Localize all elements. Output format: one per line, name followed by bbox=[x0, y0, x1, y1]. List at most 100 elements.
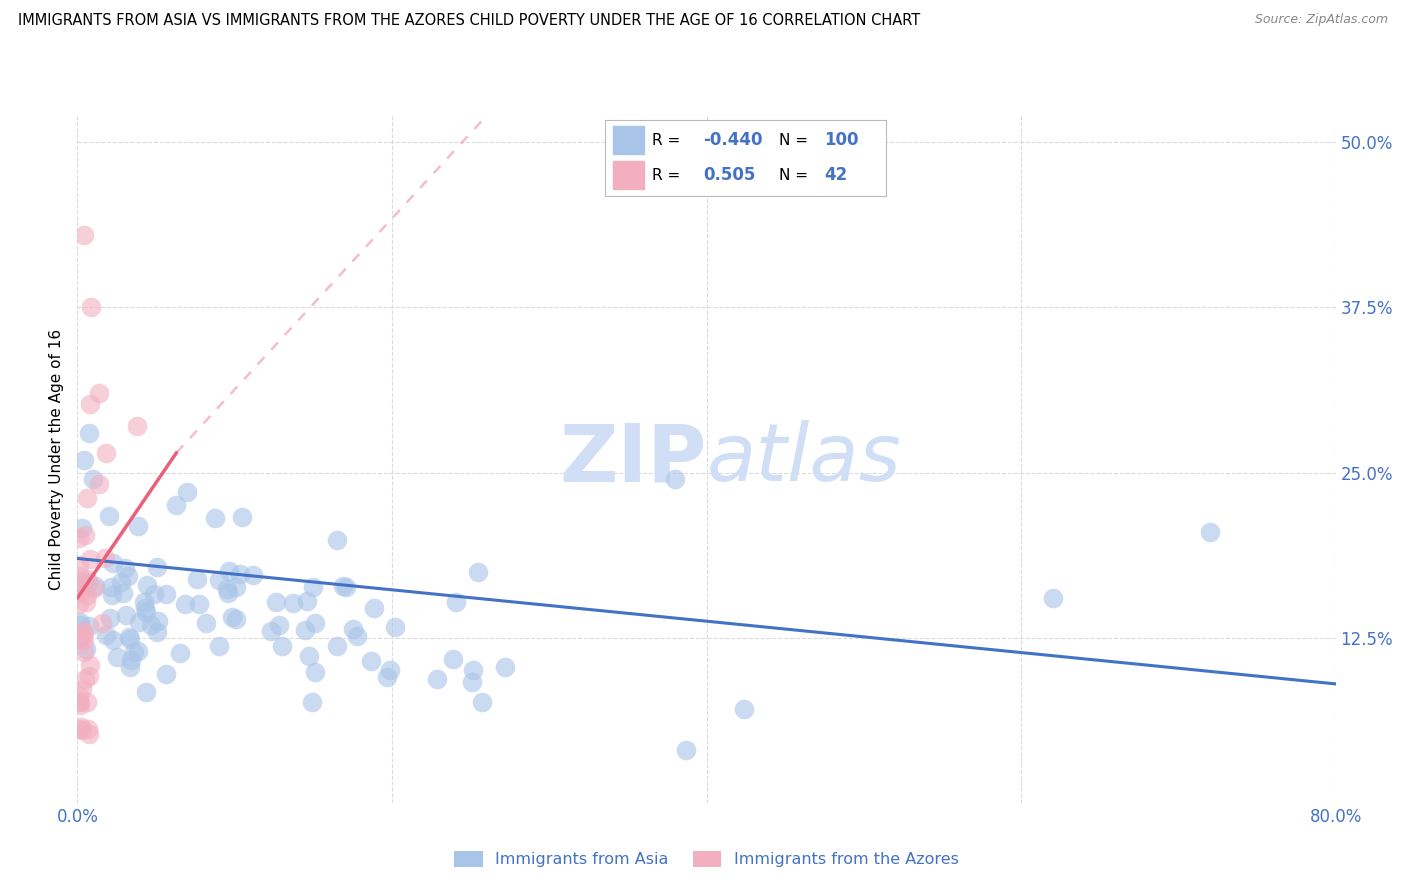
Point bbox=[733, 702, 755, 716]
Point bbox=[114, 561, 136, 575]
Text: atlas: atlas bbox=[707, 420, 901, 499]
Point bbox=[302, 580, 325, 594]
Point bbox=[301, 695, 323, 709]
Point bbox=[67, 597, 90, 611]
Point bbox=[294, 623, 316, 637]
Point bbox=[118, 630, 141, 644]
Point bbox=[461, 664, 484, 678]
Point bbox=[441, 652, 464, 666]
Point bbox=[101, 556, 124, 570]
Text: 0.505: 0.505 bbox=[703, 166, 755, 184]
Point bbox=[378, 663, 401, 677]
Point bbox=[467, 565, 489, 579]
Point bbox=[75, 673, 97, 687]
Point bbox=[67, 558, 90, 572]
Point bbox=[384, 620, 406, 634]
Point bbox=[77, 668, 100, 682]
Point bbox=[67, 688, 90, 702]
Point bbox=[83, 581, 105, 595]
Point bbox=[326, 639, 349, 653]
Point bbox=[112, 586, 135, 600]
Point bbox=[69, 698, 91, 712]
Point bbox=[98, 611, 121, 625]
Point bbox=[94, 446, 117, 460]
Point bbox=[70, 521, 93, 535]
Point bbox=[122, 645, 145, 659]
Text: N =: N = bbox=[779, 133, 813, 148]
Point bbox=[135, 684, 157, 698]
Point bbox=[69, 569, 91, 583]
Point bbox=[72, 681, 94, 696]
Text: ZIP: ZIP bbox=[560, 420, 707, 499]
Point bbox=[117, 569, 139, 583]
Point bbox=[426, 672, 449, 686]
Point bbox=[80, 301, 103, 315]
Point bbox=[363, 601, 385, 615]
Point bbox=[70, 723, 93, 738]
Text: IMMIGRANTS FROM ASIA VS IMMIGRANTS FROM THE AZORES CHILD POVERTY UNDER THE AGE O: IMMIGRANTS FROM ASIA VS IMMIGRANTS FROM … bbox=[18, 13, 921, 29]
Text: Source: ZipAtlas.com: Source: ZipAtlas.com bbox=[1254, 13, 1388, 27]
Point bbox=[225, 580, 247, 594]
Point bbox=[115, 608, 138, 623]
Point bbox=[79, 552, 101, 566]
Point bbox=[304, 665, 326, 679]
Point bbox=[73, 632, 96, 647]
Point bbox=[125, 418, 148, 433]
Point bbox=[332, 579, 354, 593]
Point bbox=[346, 629, 368, 643]
Point bbox=[97, 509, 120, 524]
Point bbox=[186, 572, 208, 586]
Point bbox=[77, 618, 100, 632]
Point bbox=[69, 632, 91, 646]
Point bbox=[155, 587, 177, 601]
Point bbox=[270, 639, 292, 653]
Point bbox=[132, 595, 155, 609]
Point bbox=[76, 588, 98, 602]
Point bbox=[79, 657, 101, 672]
Point bbox=[120, 653, 142, 667]
Point bbox=[146, 560, 169, 574]
Text: N =: N = bbox=[779, 168, 818, 183]
Point bbox=[188, 597, 211, 611]
Point bbox=[295, 594, 318, 608]
Text: R =: R = bbox=[652, 168, 690, 183]
Point bbox=[75, 642, 97, 657]
Point bbox=[169, 646, 191, 660]
Point bbox=[118, 632, 141, 647]
Point bbox=[82, 472, 104, 486]
Point bbox=[146, 624, 169, 639]
Point bbox=[67, 531, 90, 545]
Point bbox=[664, 472, 686, 486]
Point bbox=[73, 645, 96, 659]
Point bbox=[204, 511, 226, 525]
Point bbox=[70, 720, 93, 734]
Point bbox=[101, 588, 124, 602]
Point bbox=[281, 596, 304, 610]
Point bbox=[304, 616, 326, 631]
Point bbox=[208, 640, 231, 654]
Point bbox=[298, 649, 321, 664]
Point bbox=[360, 654, 382, 668]
Point bbox=[218, 564, 240, 578]
Point bbox=[67, 695, 90, 709]
Point bbox=[73, 453, 96, 467]
Point bbox=[72, 624, 94, 638]
Y-axis label: Child Poverty Under the Age of 16: Child Poverty Under the Age of 16 bbox=[49, 329, 65, 590]
Bar bbox=[613, 161, 644, 189]
Point bbox=[76, 695, 98, 709]
Point bbox=[269, 617, 291, 632]
Text: R =: R = bbox=[652, 133, 686, 148]
Point bbox=[70, 630, 93, 644]
Point bbox=[90, 616, 112, 631]
Point bbox=[139, 617, 162, 632]
Legend: Immigrants from Asia, Immigrants from the Azores: Immigrants from Asia, Immigrants from th… bbox=[447, 845, 966, 874]
Text: 42: 42 bbox=[824, 166, 848, 184]
Point bbox=[128, 615, 150, 629]
Text: -0.440: -0.440 bbox=[703, 131, 762, 149]
Point bbox=[461, 675, 484, 690]
Point bbox=[77, 723, 100, 737]
Point bbox=[675, 743, 697, 757]
Point bbox=[225, 612, 247, 626]
Point bbox=[101, 632, 124, 647]
Point bbox=[1042, 591, 1064, 605]
